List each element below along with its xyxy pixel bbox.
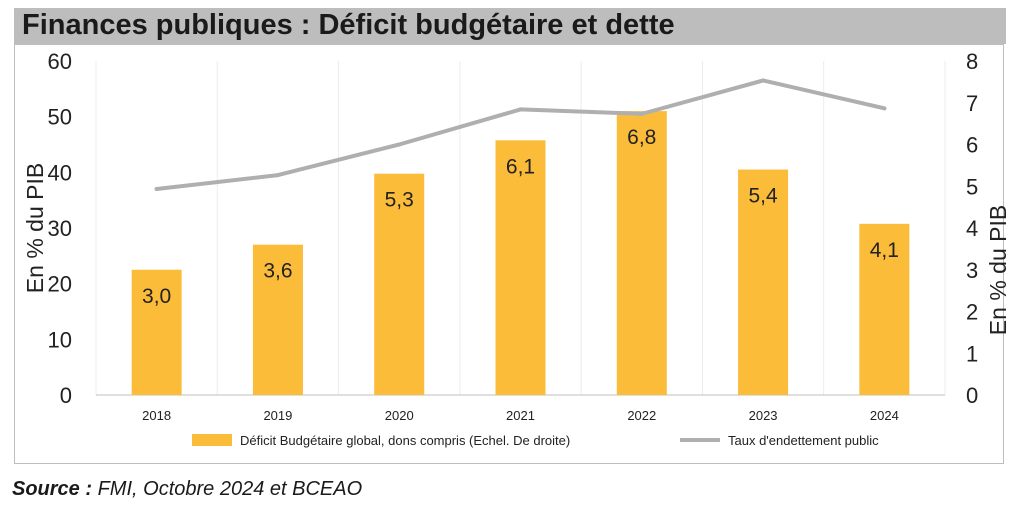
bar — [859, 223, 910, 395]
bar — [131, 269, 182, 395]
x-tick-label: 2023 — [749, 408, 778, 423]
bar-data-label: 4,1 — [870, 239, 899, 262]
bar — [252, 244, 303, 395]
bar — [616, 111, 667, 395]
y-left-axis-title: En % du PIB — [22, 163, 48, 293]
y-right-tick-label: 7 — [966, 91, 978, 116]
y-right-axis-title: En % du PIB — [985, 205, 1011, 335]
chart-frame — [14, 44, 1004, 464]
legend-label-bar: Déficit Budgétaire global, dons compris … — [240, 433, 570, 448]
source-note: Source : FMI, Octobre 2024 et BCEAO — [12, 478, 362, 501]
bar-data-label: 6,8 — [627, 126, 656, 149]
source-label: Source : — [12, 478, 93, 500]
y-right-tick-label: 5 — [966, 174, 978, 199]
legend-label-line: Taux d'endettement public — [728, 433, 879, 448]
y-left-tick-label: 50 — [48, 105, 72, 130]
y-right-tick-label: 8 — [966, 49, 978, 74]
line-point — [882, 106, 887, 111]
y-right-tick-label: 3 — [966, 258, 978, 283]
legend-swatch-bar — [192, 434, 232, 446]
y-right-tick-label: 6 — [966, 133, 978, 158]
x-tick-label: 2021 — [506, 408, 535, 423]
bar — [738, 169, 789, 395]
y-right-tick-label: 1 — [966, 341, 978, 366]
x-tick-label: 2019 — [263, 408, 292, 423]
y-right-tick-label: 2 — [966, 300, 978, 325]
bar-data-label: 3,0 — [142, 285, 171, 308]
x-tick-label: 2024 — [870, 408, 899, 423]
line-point — [761, 78, 766, 83]
line-point — [275, 173, 280, 178]
bar-data-label: 6,1 — [506, 155, 535, 178]
bar — [374, 173, 425, 395]
y-left-tick-label: 30 — [48, 216, 72, 241]
y-left-tick-label: 10 — [48, 327, 72, 352]
y-left-tick-label: 40 — [48, 160, 72, 185]
bar-data-label: 5,4 — [748, 185, 778, 208]
bar-data-label: 5,3 — [385, 189, 414, 212]
y-left-tick-label: 0 — [60, 383, 72, 408]
y-right-tick-label: 4 — [966, 216, 978, 241]
y-left-tick-label: 20 — [48, 272, 72, 297]
bar-data-label: 3,6 — [263, 260, 292, 283]
chart-title: Finances publiques : Déficit budgétaire … — [22, 9, 675, 41]
bar — [495, 140, 546, 395]
x-tick-label: 2020 — [385, 408, 414, 423]
x-tick-label: 2018 — [142, 408, 171, 423]
line-point — [518, 107, 523, 112]
source-text: FMI, Octobre 2024 et BCEAO — [92, 478, 363, 500]
y-left-tick-label: 60 — [48, 49, 72, 74]
title-bar — [14, 8, 1006, 44]
line-point — [397, 142, 402, 147]
x-tick-label: 2022 — [627, 408, 656, 423]
y-right-tick-label: 0 — [966, 383, 978, 408]
line-point — [639, 111, 644, 116]
line-point — [154, 187, 159, 192]
